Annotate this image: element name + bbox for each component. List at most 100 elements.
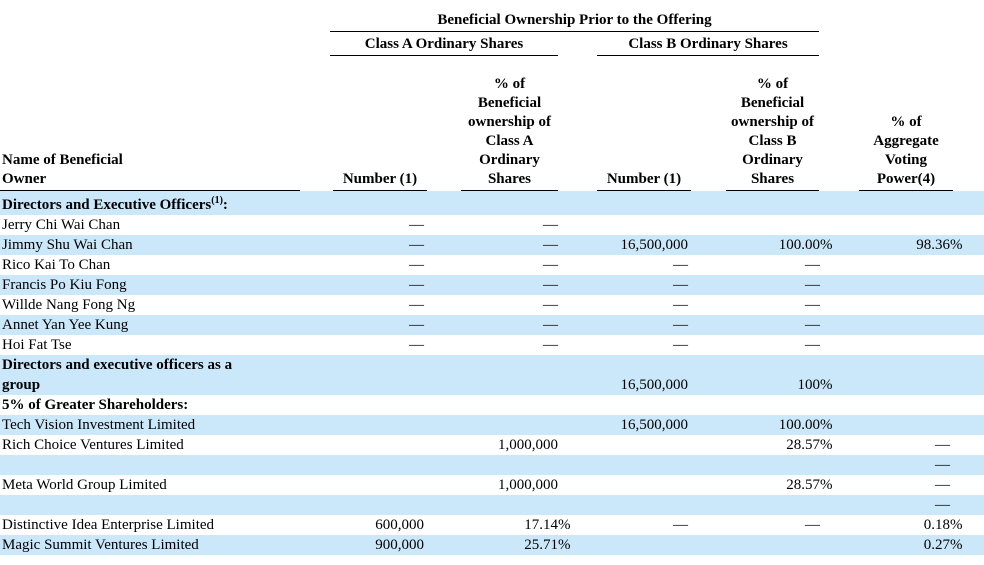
voting-power-cell: —: [834, 475, 984, 495]
class-a-percent-cell: —: [427, 255, 572, 275]
owner-name-cell: [0, 455, 310, 475]
class-a-percent-cell: —: [427, 275, 572, 295]
cell-value: —: [543, 277, 558, 293]
table-row: Distinctive Idea Enterprise Limited 600,0…: [0, 515, 984, 535]
voting-power-column-header: % of Aggregate Voting Power(4): [859, 113, 954, 191]
class-a-percent-cell: 1,000,000: [427, 435, 572, 455]
owner-name-cell: Rich Choice Ventures Limited: [2, 437, 184, 453]
percent-sign: %: [820, 377, 833, 393]
percent-sign: %: [820, 237, 833, 253]
percent-sign: %: [950, 237, 963, 253]
class-b-number-cell: —: [673, 337, 688, 353]
class-b-percent-cell: 28.57%: [691, 475, 834, 495]
class-a-number-cell: —: [409, 337, 424, 353]
class-a-number-cell: [310, 495, 427, 515]
cell-value: —: [935, 457, 951, 473]
owner-name-cell: Annet Yan Yee Kung: [2, 317, 129, 333]
cell-value: —: [805, 337, 821, 353]
class-a-number-cell: —: [409, 317, 424, 333]
class-b-percent-cell: 100.00%: [691, 235, 834, 255]
title-cell: Beneficial Ownership Prior to the Offeri…: [310, 0, 834, 32]
table-row: Meta World Group Limited 1,000,000 28.57% —: [0, 475, 984, 495]
class-a-percent-cell: [427, 395, 572, 415]
voting-power-cell: [834, 275, 984, 295]
cell-value: —: [935, 497, 951, 513]
class-a-percent-cell: —: [427, 295, 572, 315]
class-a-percent-cell: [427, 455, 572, 475]
table-title: Beneficial Ownership Prior to the Offeri…: [330, 10, 820, 32]
class-a-number-header-cell: Number (1): [310, 56, 427, 191]
class-a-percent-cell: —: [427, 315, 572, 335]
class-b-number-column-header: Number (1): [597, 170, 691, 191]
class-a-percent-header-cell: % of Beneficial ownership of Class A Ord…: [427, 56, 572, 191]
class-b-percent-cell: —: [691, 335, 834, 355]
class-b-number-cell: —: [673, 297, 688, 313]
voting-power-header-cell: % of Aggregate Voting Power(4): [834, 56, 984, 191]
class-b-number-cell: 16,500,000: [620, 417, 689, 433]
table-row: Jimmy Shu Wai Chan — —16,500,000 100.00% 98.…: [0, 235, 984, 255]
cell-value: 17.14: [524, 517, 558, 533]
percent-sign: %: [950, 537, 963, 553]
cell-value: —: [805, 257, 821, 273]
cell-value: —: [543, 297, 558, 313]
voting-power-cell: —: [834, 495, 984, 515]
cell-value: 0.18: [923, 517, 951, 533]
owner-name-cell: Tech Vision Investment Limited: [2, 417, 196, 433]
class-b-number-cell: —: [673, 317, 688, 333]
class-a-number-cell: —: [409, 277, 424, 293]
class-b-percent-cell: —: [691, 515, 834, 535]
table-row: Magic Summit Ventures Limited 900,000 25.7…: [0, 535, 984, 555]
percent-sign: %: [820, 417, 833, 433]
class-b-number-header-cell: Number (1): [572, 56, 691, 191]
class-b-number-cell: [572, 535, 691, 555]
voting-power-cell: —: [834, 435, 984, 455]
class-b-number-cell: —: [673, 517, 688, 533]
percent-sign: %: [820, 437, 833, 453]
class-a-number-cell: [310, 415, 427, 435]
voting-power-cell: 98.36%: [834, 235, 984, 255]
table-row: —: [0, 455, 984, 475]
title-row-spacer: [834, 0, 984, 32]
class-a-group-cell: Class A Ordinary Shares: [310, 32, 572, 56]
cell-value: 28.57: [786, 477, 821, 493]
cell-value: —: [805, 517, 821, 533]
class-b-percent-cell: [691, 215, 834, 235]
owner-name-cell: Jimmy Shu Wai Chan: [2, 237, 133, 253]
voting-power-cell: [834, 335, 984, 355]
class-b-percent-cell: —: [691, 315, 834, 335]
class-a-group-header: Class A Ordinary Shares: [330, 34, 558, 56]
class-b-percent-cell: [691, 395, 834, 415]
class-b-percent-cell: —: [691, 275, 834, 295]
class-b-percent-cell: —: [691, 295, 834, 315]
table-row: Hoi Fat Tse — — — —: [0, 335, 984, 355]
table-row: 5% of Greater Shareholders:: [0, 395, 984, 415]
table-body: Directors and Executive Officers(1): Jerr…: [0, 191, 984, 555]
owner-name-cell: Meta World Group Limited: [2, 477, 167, 493]
class-b-number-cell: [572, 475, 691, 495]
name-column-header-cell: Name of Beneficial Owner: [0, 56, 310, 191]
voting-power-cell: [834, 395, 984, 415]
cell-value: —: [543, 317, 558, 333]
percent-sign: %: [820, 477, 833, 493]
class-a-percent-cell: [427, 495, 572, 515]
cell-value: 1,000,000: [498, 477, 558, 493]
class-a-percent-cell: 1,000,000: [427, 475, 572, 495]
class-a-number-cell: 600,000: [375, 517, 424, 533]
class-a-percent-cell: 17.14%: [427, 515, 572, 535]
class-a-number-cell: [310, 435, 427, 455]
table-row: Rich Choice Ventures Limited 1,000,000 28.…: [0, 435, 984, 455]
cell-value: 28.57: [786, 437, 821, 453]
cell-value: —: [935, 437, 951, 453]
share-class-header-row: Class A Ordinary Shares Class B Ordinary…: [0, 32, 984, 56]
cell-value: 98.36: [916, 237, 951, 253]
cell-value: —: [805, 297, 821, 313]
class-a-percent-column-header: % of Beneficial ownership of Class A Ord…: [461, 75, 558, 191]
owner-name-cell: Rico Kai To Chan: [2, 257, 111, 273]
column-header-row: Name of Beneficial Owner Number (1) % of…: [0, 56, 984, 191]
class-a-percent-cell: [427, 191, 572, 215]
class-b-number-cell: 16,500,000: [620, 237, 689, 253]
owner-name-cell: Distinctive Idea Enterprise Limited: [2, 517, 215, 533]
percent-sign: %: [950, 517, 963, 533]
owner-name-cell: [0, 495, 310, 515]
class-b-group-cell: Class B Ordinary Shares: [572, 32, 834, 56]
